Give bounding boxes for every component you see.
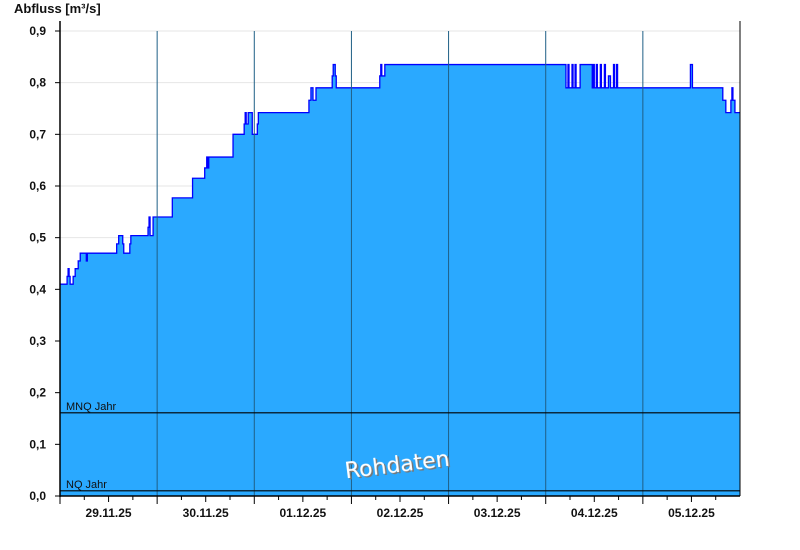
reference-line-label: MNQ Jahr <box>66 401 116 413</box>
x-tick-label: 05.12.25 <box>668 506 715 520</box>
y-tick-label: 0,6 <box>29 179 46 193</box>
x-tick-label: 03.12.25 <box>474 506 521 520</box>
axes: 0,0 0,1 0,2 0,3 0,4 0,5 0,6 0,7 0,8 0,9 29.11.25 30… <box>29 21 741 520</box>
y-axis-label: Abfluss [m³/s] <box>14 1 101 16</box>
y-tick-label: 0,7 <box>29 127 46 141</box>
x-tick-label: 04.12.25 <box>571 506 618 520</box>
y-tick-label: 0,9 <box>29 24 46 38</box>
data-area <box>60 63 740 496</box>
reference-lines: MNQ Jahr NQ Jahr <box>60 401 740 492</box>
x-tick-label: 02.12.25 <box>377 506 424 520</box>
y-tick-label: 0,8 <box>29 76 46 90</box>
y-tick-label: 0,0 <box>29 489 46 503</box>
y-tick-label: 0,5 <box>29 231 46 245</box>
day-separators <box>156 31 644 496</box>
reference-line-label: NQ Jahr <box>66 479 107 491</box>
y-tick-label: 0,1 <box>29 437 46 451</box>
y-tick-label: 0,2 <box>29 386 46 400</box>
discharge-area <box>60 64 740 496</box>
y-tick-label: 0,3 <box>29 334 46 348</box>
x-tick-label: 30.11.25 <box>183 506 229 520</box>
x-tick-label: 01.12.25 <box>279 506 326 520</box>
x-tick-label: 29.11.25 <box>86 506 132 520</box>
y-tick-label: 0,4 <box>29 282 46 296</box>
discharge-line <box>60 63 740 285</box>
